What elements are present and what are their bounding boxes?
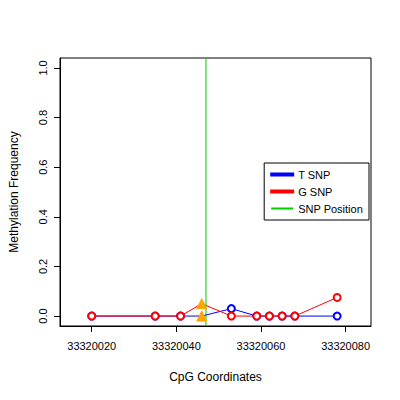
svg-text:0.0: 0.0 bbox=[37, 308, 49, 323]
svg-text:SNP Position: SNP Position bbox=[298, 203, 363, 215]
svg-text:G SNP: G SNP bbox=[298, 186, 332, 198]
svg-text:33320020: 33320020 bbox=[67, 340, 116, 352]
svg-text:33320040: 33320040 bbox=[152, 340, 201, 352]
svg-text:1.0: 1.0 bbox=[37, 60, 49, 75]
svg-text:0.4: 0.4 bbox=[37, 209, 49, 224]
svg-text:CpG Coordinates: CpG Coordinates bbox=[169, 370, 262, 384]
svg-text:0.2: 0.2 bbox=[37, 259, 49, 274]
svg-text:T SNP: T SNP bbox=[298, 169, 330, 181]
svg-text:0.6: 0.6 bbox=[37, 160, 49, 175]
svg-text:Methylation Frequency: Methylation Frequency bbox=[7, 131, 21, 252]
svg-text:33320060: 33320060 bbox=[237, 340, 286, 352]
svg-text:33320080: 33320080 bbox=[321, 340, 370, 352]
svg-text:0.8: 0.8 bbox=[37, 110, 49, 125]
